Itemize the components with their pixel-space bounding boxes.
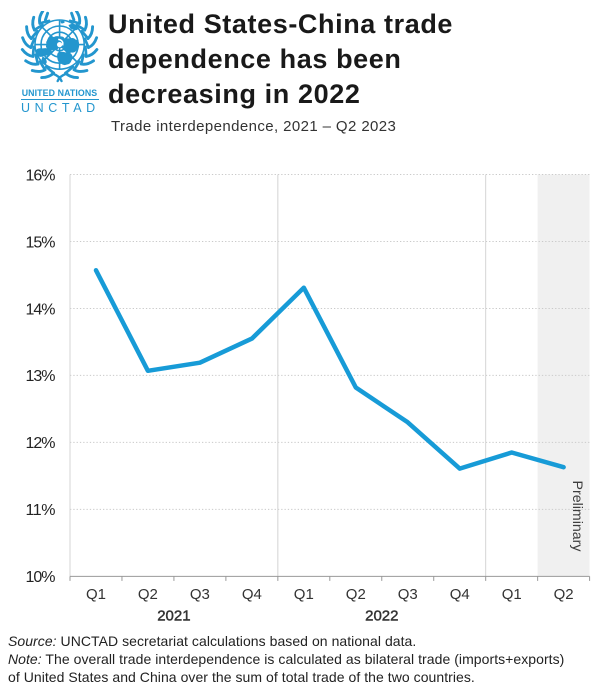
svg-text:Q1: Q1	[294, 586, 314, 603]
svg-text:14%: 14%	[26, 301, 56, 318]
svg-text:15%: 15%	[26, 234, 56, 251]
svg-text:13%: 13%	[26, 368, 56, 385]
svg-text:2022: 2022	[365, 608, 398, 625]
svg-text:Q1: Q1	[502, 586, 522, 603]
svg-text:Q4: Q4	[450, 586, 470, 603]
svg-text:11%: 11%	[26, 502, 56, 519]
svg-text:Q2: Q2	[554, 586, 574, 603]
svg-text:Q3: Q3	[190, 586, 210, 603]
svg-text:Q4: Q4	[242, 586, 262, 603]
svg-text:Q2: Q2	[346, 586, 366, 603]
svg-text:16%: 16%	[26, 167, 56, 184]
svg-text:Q1: Q1	[86, 586, 106, 603]
svg-text:Q3: Q3	[398, 586, 418, 603]
svg-text:10%: 10%	[26, 569, 56, 586]
svg-text:2021: 2021	[157, 608, 190, 625]
svg-text:12%: 12%	[26, 435, 56, 452]
svg-text:Preliminary: Preliminary	[569, 481, 585, 553]
svg-text:Q2: Q2	[138, 586, 158, 603]
